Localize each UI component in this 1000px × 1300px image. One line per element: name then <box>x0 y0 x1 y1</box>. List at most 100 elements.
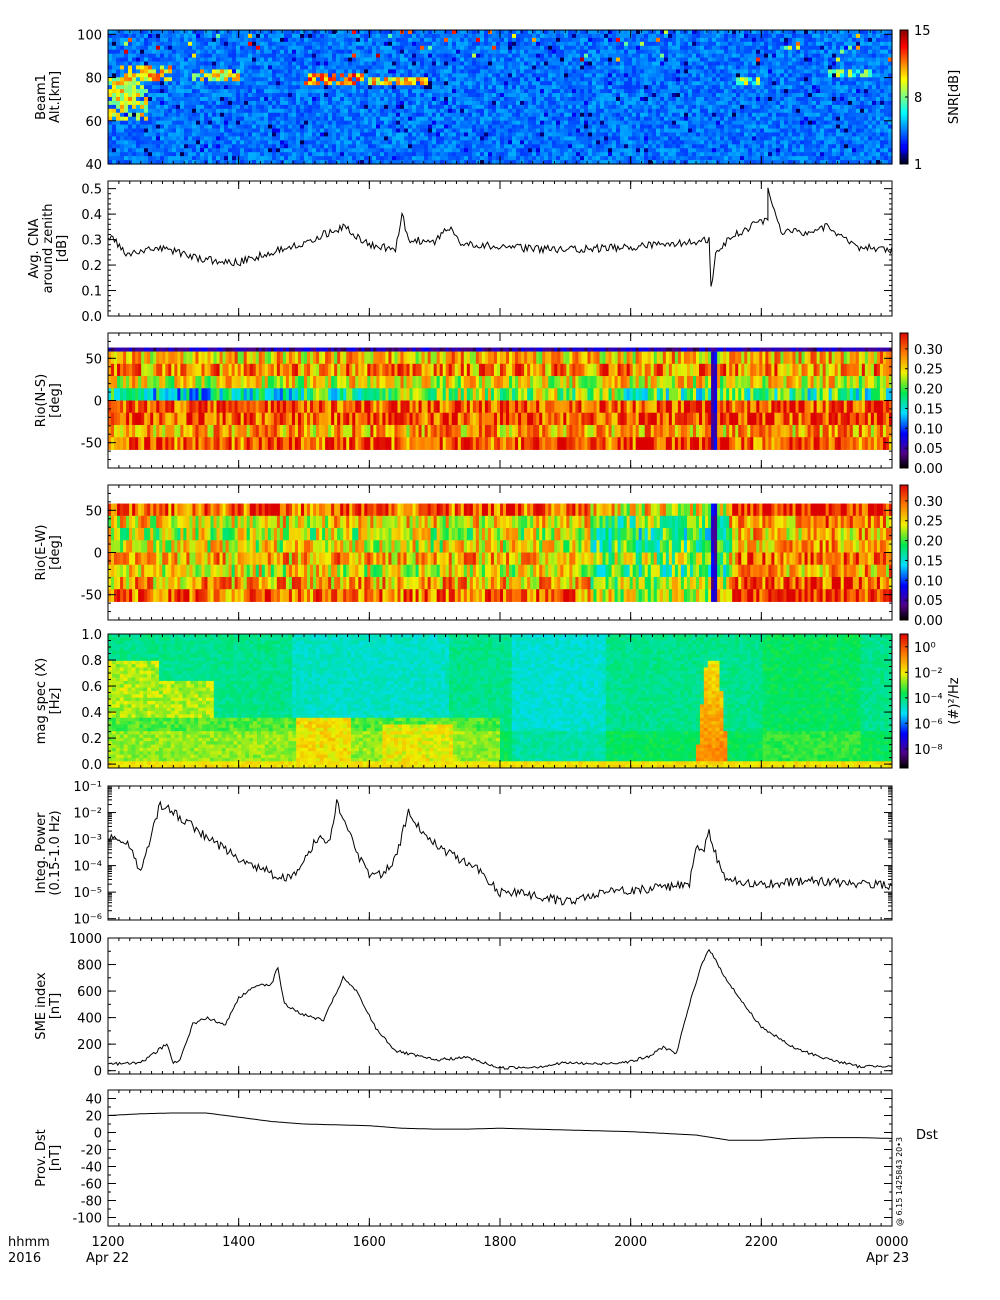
x-row-label-bottom: 2016 <box>8 1251 41 1266</box>
panel-cna-ylabel: Avg. CNA around zenith [dB] <box>27 204 70 294</box>
ylabel-line: [dB] <box>55 235 70 262</box>
y-tick-label: 0.2 <box>81 732 102 747</box>
x-date-end: Apr 23 <box>866 1251 909 1266</box>
y-tick-label: 10⁻² <box>73 807 102 822</box>
colorbar-tick-label: 15 <box>914 24 931 39</box>
y-tick-label: 10⁻⁵ <box>73 886 102 901</box>
panel-beam-snr-ylabel: Beam1 Alt.[km] <box>34 71 63 123</box>
ylabel-line: [Hz] <box>48 688 63 715</box>
y-tick-label: 100 <box>77 28 102 43</box>
y-tick-label: 600 <box>77 985 102 1000</box>
y-tick-label: 0.4 <box>81 208 102 223</box>
panel-dst-line <box>108 1113 892 1140</box>
colorbar-tick-label: 0.00 <box>914 614 943 629</box>
y-tick-label: 0 <box>94 1065 102 1080</box>
panel-mag-spec-ylabel: mag spec (X) [Hz] <box>34 658 63 744</box>
y-tick-label: 0.2 <box>81 259 102 274</box>
colorbar-tick-label: 0.25 <box>914 515 943 530</box>
panel-sme-axes <box>108 938 892 1074</box>
panel-sme-line <box>108 949 892 1070</box>
y-tick-label: 40 <box>85 1093 102 1108</box>
panel-sme-ylabel: SME index [nT] <box>34 972 63 1040</box>
colorbar-label: (#)²/Hz <box>947 677 962 724</box>
y-tick-label: 0.4 <box>81 706 102 721</box>
x-tick-label: 1200 <box>91 1235 124 1250</box>
panel-rio-ew-heatmap <box>108 504 893 602</box>
y-tick-label: 10⁻⁶ <box>73 913 102 928</box>
ylabel-line: Prov. Dst <box>34 1129 49 1186</box>
y-tick-label: 1.0 <box>81 628 102 643</box>
y-tick-label: 0.0 <box>81 310 102 325</box>
y-tick-label: -20 <box>81 1144 102 1159</box>
colorbar-tick-label: 10⁻² <box>914 666 943 681</box>
ylabel-line: SME index <box>34 972 49 1040</box>
y-tick-label: 10⁻³ <box>73 833 102 848</box>
colorbar-tick-label: 0.15 <box>914 402 943 417</box>
y-tick-label: 60 <box>85 115 102 130</box>
panel-rio-ns-colorbar: 0.300.250.200.150.100.050.00 <box>900 333 943 477</box>
panel-rio-ew-ylabel: Rio(E-W) [deg] <box>34 525 63 581</box>
colorbar-tick-label: 0.10 <box>914 422 943 437</box>
ylabel-line: Beam1 <box>34 74 49 120</box>
y-tick-label: 0.8 <box>81 654 102 669</box>
panel-integ-power-line <box>108 799 892 905</box>
y-tick-label: 20 <box>85 1110 102 1125</box>
ylabel-line: Integ. Power <box>34 812 49 894</box>
y-tick-label: 80 <box>85 72 102 87</box>
colorbar-tick-label: 8 <box>914 91 922 106</box>
y-tick-label: 0 <box>94 395 102 410</box>
y-tick-label: 0.5 <box>81 183 102 198</box>
x-tick-label: 2200 <box>745 1235 778 1250</box>
y-tick-label: 0.1 <box>81 285 102 300</box>
x-tick-label: 1400 <box>222 1235 255 1250</box>
ylabel-line: [deg] <box>48 383 63 418</box>
panel-integ-power-axes <box>108 786 892 920</box>
colorbar-tick-label: 1 <box>914 158 922 173</box>
stamp-text: @ 6.15 1425843 20•3 <box>895 1137 904 1226</box>
colorbar-tick-label: 0.25 <box>914 363 943 378</box>
y-tick-label: 0 <box>94 547 102 562</box>
y-tick-label: 50 <box>85 504 102 519</box>
ylabel-line: Avg. CNA <box>27 218 42 278</box>
y-tick-label: 0.6 <box>81 680 102 695</box>
x-tick-label: 1800 <box>483 1235 516 1250</box>
y-tick-label: 10⁻¹ <box>73 780 102 795</box>
ylabel-line: around zenith <box>41 204 56 294</box>
colorbar-label: SNR[dB] <box>947 70 962 124</box>
panel-beam-snr-heatmap <box>108 30 893 165</box>
ylabel-line: [nT] <box>48 1145 63 1171</box>
x-tick-label: 2000 <box>614 1235 647 1250</box>
panel-dst-axes <box>108 1090 892 1226</box>
dst-series-label: Dst <box>916 1128 938 1143</box>
colorbar-tick-label: 10⁻⁸ <box>914 743 943 758</box>
colorbar-tick-label: 0.05 <box>914 594 943 609</box>
panel-integ-power-y-ticks: 10⁻¹ 10⁻² 10⁻³ 10⁻⁴ 10⁻⁵ 10⁻⁶ <box>73 780 892 928</box>
y-tick-label: 800 <box>77 959 102 974</box>
y-tick-label: 10⁻⁴ <box>73 860 102 875</box>
x-tick-label: 0000 <box>875 1235 908 1250</box>
panel-mag-spec-colorbar: 10⁰ 10⁻² 10⁻⁴ 10⁻⁶ 10⁻⁸ (#)²/Hz <box>900 634 962 769</box>
colorbar-tick-label: 10⁻⁶ <box>914 717 943 732</box>
y-tick-label: -60 <box>81 1178 102 1193</box>
colorbar-tick-label: 0.20 <box>914 535 943 550</box>
colorbar-tick-label: 10⁻⁴ <box>914 692 943 707</box>
panel-integ-power-ylabel: Integ. Power (0.15-1.0 Hz) <box>34 810 63 895</box>
y-tick-label: -40 <box>81 1161 102 1176</box>
ylabel-line: Alt.[km] <box>48 71 63 123</box>
ylabel-line: [deg] <box>48 535 63 570</box>
ylabel-line: (0.15-1.0 Hz) <box>48 810 63 895</box>
y-tick-label: -50 <box>81 589 102 604</box>
x-tick-label: 1600 <box>353 1235 386 1250</box>
colorbar-tick-label: 10⁰ <box>914 641 936 656</box>
x-date-start: Apr 22 <box>86 1251 129 1266</box>
colorbar-tick-label: 0.30 <box>914 343 943 358</box>
y-tick-label: 0 <box>94 1127 102 1142</box>
colorbar-tick-label: 0.10 <box>914 574 943 589</box>
y-tick-label: 0.3 <box>81 234 102 249</box>
ylabel-line: mag spec (X) <box>34 658 49 744</box>
ylabel-line: [nT] <box>48 993 63 1019</box>
panel-mag-spec-heatmap <box>108 634 893 769</box>
colorbar-tick-label: 0.15 <box>914 554 943 569</box>
